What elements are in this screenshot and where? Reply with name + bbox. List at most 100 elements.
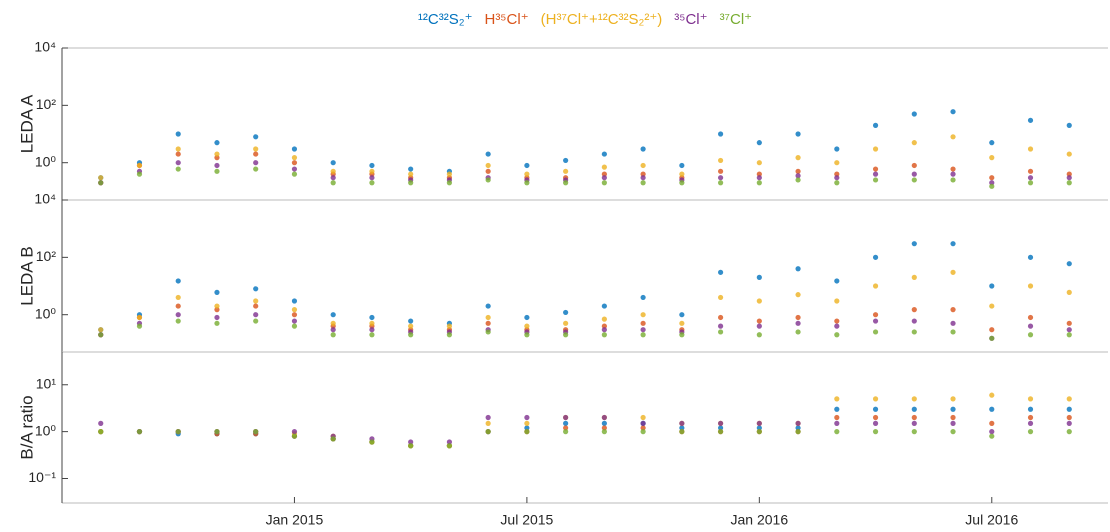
point <box>1066 396 1072 402</box>
point <box>1027 180 1034 186</box>
point <box>563 180 569 186</box>
point <box>834 396 840 402</box>
point <box>911 307 917 313</box>
point <box>601 323 607 329</box>
point <box>369 332 375 338</box>
y-tick-label: 10⁰ <box>35 305 57 321</box>
point <box>679 425 685 431</box>
point <box>253 312 259 318</box>
point <box>563 425 569 431</box>
point <box>485 151 491 157</box>
point <box>989 392 995 398</box>
legend-entry: ³⁵Cl⁺ <box>674 11 707 28</box>
point <box>640 414 646 421</box>
point <box>640 180 646 186</box>
point <box>756 332 762 338</box>
point <box>563 414 569 421</box>
point <box>408 318 414 324</box>
point <box>601 429 607 435</box>
point <box>989 175 995 181</box>
point <box>524 180 530 186</box>
point <box>989 180 995 186</box>
point <box>369 168 375 174</box>
point <box>872 329 879 335</box>
point <box>950 420 956 426</box>
point <box>640 162 646 169</box>
point <box>950 177 956 183</box>
point <box>485 429 491 435</box>
point <box>834 318 840 324</box>
point <box>485 168 491 174</box>
point <box>601 180 607 186</box>
point <box>1027 406 1034 412</box>
point <box>1066 327 1072 333</box>
point <box>253 151 259 157</box>
point <box>950 134 956 140</box>
point <box>640 146 646 152</box>
point <box>756 140 762 146</box>
point <box>330 332 336 338</box>
point <box>291 146 298 152</box>
point <box>1027 283 1034 289</box>
y-axis-label: LEDA B <box>17 246 36 306</box>
point <box>524 332 530 338</box>
point <box>291 171 298 177</box>
point <box>1066 420 1072 426</box>
point <box>834 160 840 166</box>
point <box>253 134 259 140</box>
point <box>911 162 917 169</box>
point <box>834 180 840 186</box>
point <box>756 318 762 324</box>
point <box>330 312 336 318</box>
point <box>330 436 336 442</box>
point <box>330 327 336 333</box>
point <box>1027 314 1034 321</box>
point <box>834 171 840 177</box>
point <box>911 274 917 280</box>
point <box>98 420 104 426</box>
point <box>563 320 569 326</box>
point <box>214 314 220 321</box>
point <box>717 131 724 137</box>
point <box>485 177 491 183</box>
point <box>1027 396 1034 402</box>
point <box>679 312 685 318</box>
point <box>408 443 414 449</box>
point <box>330 180 336 186</box>
point <box>136 314 143 321</box>
point <box>253 429 259 435</box>
point <box>1066 122 1072 128</box>
point <box>175 146 181 152</box>
point <box>446 332 453 338</box>
point <box>369 320 375 326</box>
point <box>989 155 995 161</box>
point <box>485 162 491 169</box>
point <box>950 241 956 247</box>
point <box>408 180 414 186</box>
point <box>795 177 801 183</box>
point <box>563 157 569 164</box>
point <box>214 151 220 157</box>
point <box>911 420 917 426</box>
point <box>98 180 104 186</box>
point <box>563 429 569 435</box>
point <box>872 406 879 412</box>
point <box>950 166 956 172</box>
point <box>601 175 607 181</box>
point <box>640 171 646 177</box>
point <box>950 406 956 412</box>
point <box>717 168 724 174</box>
point <box>330 175 336 181</box>
point <box>1027 168 1034 174</box>
point <box>601 327 607 333</box>
point <box>795 266 801 272</box>
y-tick-label: 10⁻¹ <box>28 469 56 485</box>
point <box>291 318 298 324</box>
point <box>834 414 840 421</box>
point <box>253 146 259 152</box>
point <box>524 314 530 321</box>
point <box>640 425 646 431</box>
point <box>911 177 917 183</box>
point <box>485 414 491 421</box>
point <box>369 162 375 169</box>
